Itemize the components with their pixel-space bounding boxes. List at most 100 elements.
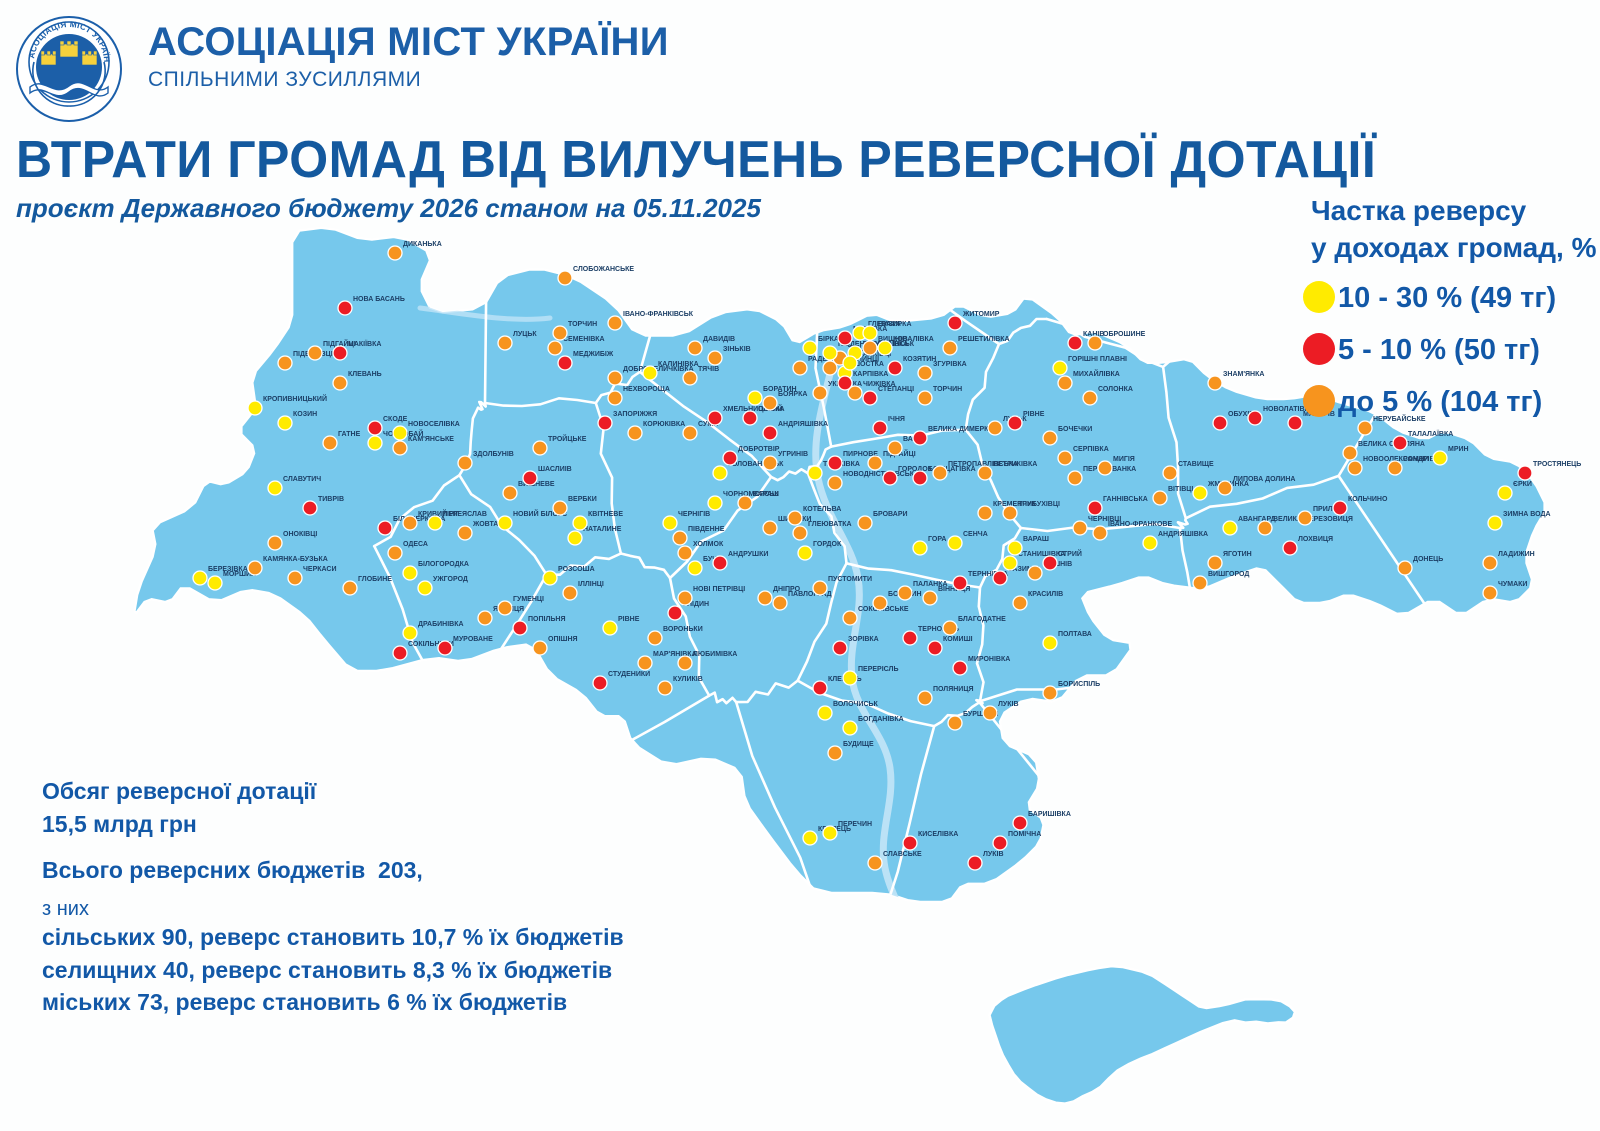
svg-text:МИРОНІВКА: МИРОНІВКА xyxy=(968,656,1010,663)
svg-text:СЕНЧА: СЕНЧА xyxy=(963,531,988,538)
svg-text:БІЛОГОРОДКА: БІЛОГОРОДКА xyxy=(418,561,469,568)
svg-text:ЛУКІВ: ЛУКІВ xyxy=(998,701,1019,708)
svg-text:ЧЕРНІВЦІ: ЧЕРНІВЦІ xyxy=(1088,516,1121,523)
svg-text:МИХАЙЛІВКА: МИХАЙЛІВКА xyxy=(1073,369,1120,378)
svg-text:ЗИМНА ВОДА: ЗИМНА ВОДА xyxy=(1503,511,1551,518)
svg-text:ЛОХВИЦЯ: ЛОХВИЦЯ xyxy=(1298,536,1333,543)
svg-text:МАР'ЯНІВКА: МАР'ЯНІВКА xyxy=(653,651,697,658)
svg-text:ЄРКИ: ЄРКИ xyxy=(1513,481,1532,488)
svg-text:КУЛИКІВ: КУЛИКІВ xyxy=(673,676,703,683)
svg-text:ДОБРОТВІР: ДОБРОТВІР xyxy=(738,446,780,453)
svg-text:КАМ'ЯНСЬКЕ: КАМ'ЯНСЬКЕ xyxy=(408,436,454,443)
svg-text:СЛАВУТИЧ: СЛАВУТИЧ xyxy=(283,476,321,483)
svg-text:НОВОСЕЛІВКА: НОВОСЕЛІВКА xyxy=(408,421,460,428)
svg-text:ВАРАШ: ВАРАШ xyxy=(753,491,779,498)
svg-text:ДАВИДІВ: ДАВИДІВ xyxy=(703,336,735,343)
svg-text:ТРОЙЦЬКЕ: ТРОЙЦЬКЕ xyxy=(548,434,587,443)
svg-text:СТАНИШІВКА: СТАНИШІВКА xyxy=(1018,551,1065,558)
svg-text:СТЕПАНЦІ: СТЕПАНЦІ xyxy=(878,386,914,393)
svg-text:ЗІНЬКІВ: ЗІНЬКІВ xyxy=(723,346,751,353)
svg-text:ПОЛЯНИЦЯ: ПОЛЯНИЦЯ xyxy=(933,686,973,693)
svg-text:ДРАБИНІВКА: ДРАБИНІВКА xyxy=(418,621,464,628)
svg-text:БОЧЕЧКИ: БОЧЕЧКИ xyxy=(1058,426,1092,433)
svg-text:СТУДЕНИКИ: СТУДЕНИКИ xyxy=(608,671,650,678)
svg-text:ОНОКІВЦІ: ОНОКІВЦІ xyxy=(283,531,317,538)
svg-text:ТРИБУХІВЦІ: ТРИБУХІВЦІ xyxy=(1018,501,1060,508)
svg-text:СЛОБОЖАНСЬКЕ: СЛОБОЖАНСЬКЕ xyxy=(573,266,634,273)
svg-text:ГЛЕЮВАТКА: ГЛЕЮВАТКА xyxy=(808,521,852,528)
svg-text:ДОНЕЦЬ: ДОНЕЦЬ xyxy=(1413,556,1443,563)
svg-text:ТОРЧИН: ТОРЧИН xyxy=(568,321,597,328)
svg-text:БЛАГОДАТНЕ: БЛАГОДАТНЕ xyxy=(958,616,1006,623)
svg-text:ПЕТРИКІВКА: ПЕТРИКІВКА xyxy=(993,461,1037,468)
svg-text:СЕРПІВКА: СЕРПІВКА xyxy=(1073,446,1109,453)
svg-text:НАТАЛИНЕ: НАТАЛИНЕ xyxy=(583,526,622,533)
svg-text:КРОПИВНИЦЬКИЙ: КРОПИВНИЦЬКИЙ xyxy=(263,394,327,403)
svg-text:ІЧНЯ: ІЧНЯ xyxy=(888,416,905,423)
svg-text:ВОРОНЬКИ: ВОРОНЬКИ xyxy=(663,626,703,633)
svg-text:ПОПІЛЬНЯ: ПОПІЛЬНЯ xyxy=(528,616,565,623)
svg-text:ПОЛТАВА: ПОЛТАВА xyxy=(1058,631,1092,638)
svg-text:БОГДАНІВКА: БОГДАНІВКА xyxy=(858,716,904,723)
svg-text:МЕДЖИБІЖ: МЕДЖИБІЖ xyxy=(573,351,614,358)
svg-text:ЛУКІВ: ЛУКІВ xyxy=(983,851,1004,858)
svg-text:ВЕЛИКА БЕРЕЗОВИЦЯ: ВЕЛИКА БЕРЕЗОВИЦЯ xyxy=(1273,516,1353,523)
svg-text:КРАСИЛІВ: КРАСИЛІВ xyxy=(1028,591,1063,598)
svg-text:ХОЛМОК: ХОЛМОК xyxy=(693,541,724,548)
svg-text:ВІТІВЦІ: ВІТІВЦІ xyxy=(1168,486,1193,493)
svg-text:ПЕРЕЧИН: ПЕРЕЧИН xyxy=(838,821,872,828)
svg-text:ЗНАМ'ЯНКА: ЗНАМ'ЯНКА xyxy=(1223,371,1264,378)
svg-text:СКОДЕ: СКОДЕ xyxy=(383,416,408,423)
svg-text:МИГІЯ: МИГІЯ xyxy=(1113,456,1135,463)
svg-text:КОМИШІ: КОМИШІ xyxy=(943,636,973,643)
svg-text:ГЛОБИНЕ: ГЛОБИНЕ xyxy=(358,576,392,583)
svg-text:ПІВДЕННЕ: ПІВДЕННЕ xyxy=(688,526,725,533)
svg-text:НЕХВОРОЩА: НЕХВОРОЩА xyxy=(623,386,670,393)
svg-text:КАРПІВКА: КАРПІВКА xyxy=(853,371,888,378)
svg-text:СОЛОНКА: СОЛОНКА xyxy=(1098,386,1133,393)
svg-text:ЧЕРНІГІВ: ЧЕРНІГІВ xyxy=(678,511,710,518)
svg-text:ЧЕРКАСИ: ЧЕРКАСИ xyxy=(303,566,337,573)
svg-text:ПЕРЕЯСЛАВ: ПЕРЕЯСЛАВ xyxy=(443,511,487,518)
svg-text:ВЕЛИКА ДИМЕРКА: ВЕЛИКА ДИМЕРКА xyxy=(928,426,993,433)
svg-text:ІВАНО-ФРАНКІВСЬК: ІВАНО-ФРАНКІВСЬК xyxy=(623,311,694,318)
svg-text:ЧУМАКИ: ЧУМАКИ xyxy=(1498,581,1527,588)
svg-text:ВЕРБКИ: ВЕРБКИ xyxy=(568,496,597,503)
svg-text:СТАВИЩЕ: СТАВИЩЕ xyxy=(1178,461,1214,468)
svg-text:АНДРІЯШІВКА: АНДРІЯШІВКА xyxy=(1158,531,1208,538)
svg-text:БІРКА: БІРКА xyxy=(818,336,839,343)
svg-text:КОЗЯТИН: КОЗЯТИН xyxy=(903,356,936,363)
svg-text:ЗОРІВКА: ЗОРІВКА xyxy=(848,636,879,643)
svg-text:НОВІ ПЕТРІВЦІ: НОВІ ПЕТРІВЦІ xyxy=(693,586,745,593)
svg-text:НОВА БАСАНЬ: НОВА БАСАНЬ xyxy=(353,296,405,303)
svg-text:ТРОСТЯНЕЦЬ: ТРОСТЯНЕЦЬ xyxy=(1533,461,1581,468)
svg-text:КВІТНЕВЕ: КВІТНЕВЕ xyxy=(588,511,623,518)
svg-text:ГАТНЕ: ГАТНЕ xyxy=(338,431,361,438)
svg-text:ВАРАШ: ВАРАШ xyxy=(1023,536,1049,543)
svg-text:АВАНГАРД: АВАНГАРД xyxy=(1238,516,1276,523)
svg-text:РОЗСОША: РОЗСОША xyxy=(558,566,595,573)
svg-text:БОРИСПІЛЬ: БОРИСПІЛЬ xyxy=(1058,681,1100,688)
svg-text:РІВНЕ: РІВНЕ xyxy=(1023,411,1045,418)
svg-text:ДИКАНЬКА: ДИКАНЬКА xyxy=(403,241,442,248)
svg-text:ГОРА: ГОРА xyxy=(928,536,946,543)
svg-text:ПУСТОМИТИ: ПУСТОМИТИ xyxy=(828,576,872,583)
svg-text:ДНІПРО: ДНІПРО xyxy=(773,586,801,593)
svg-text:КОЗИН: КОЗИН xyxy=(293,411,317,418)
svg-text:ОДЕСА: ОДЕСА xyxy=(403,541,428,548)
svg-text:ШОСТКА: ШОСТКА xyxy=(853,361,884,368)
svg-text:ТЯЧІВ: ТЯЧІВ xyxy=(698,366,719,373)
svg-text:РЕШЕТИЛІВКА: РЕШЕТИЛІВКА xyxy=(958,336,1010,343)
svg-text:ВИЗИРКА: ВИЗИРКА xyxy=(878,321,912,328)
svg-text:ПЕРЕРІСЛЬ: ПЕРЕРІСЛЬ xyxy=(858,666,898,673)
svg-text:АНДРУШКИ: АНДРУШКИ xyxy=(728,551,768,558)
svg-text:УГРИНІВ: УГРИНІВ xyxy=(778,451,808,458)
svg-text:ЛИПОВА ДОЛИНА: ЛИПОВА ДОЛИНА xyxy=(1233,476,1295,483)
svg-text:ПАЛАНКА: ПАЛАНКА xyxy=(913,581,948,588)
svg-text:ЛЮБИМІВКА: ЛЮБИМІВКА xyxy=(693,651,737,658)
svg-text:УЖГОРОД: УЖГОРОД xyxy=(433,576,468,583)
svg-text:РІВНЕ: РІВНЕ xyxy=(618,616,640,623)
svg-text:ВОЛОЧИСЬК: ВОЛОЧИСЬК xyxy=(833,701,879,708)
svg-text:ЛУЦЬК: ЛУЦЬК xyxy=(513,331,537,338)
svg-text:ЗАПОРІЖЖЯ: ЗАПОРІЖЖЯ xyxy=(613,411,657,418)
